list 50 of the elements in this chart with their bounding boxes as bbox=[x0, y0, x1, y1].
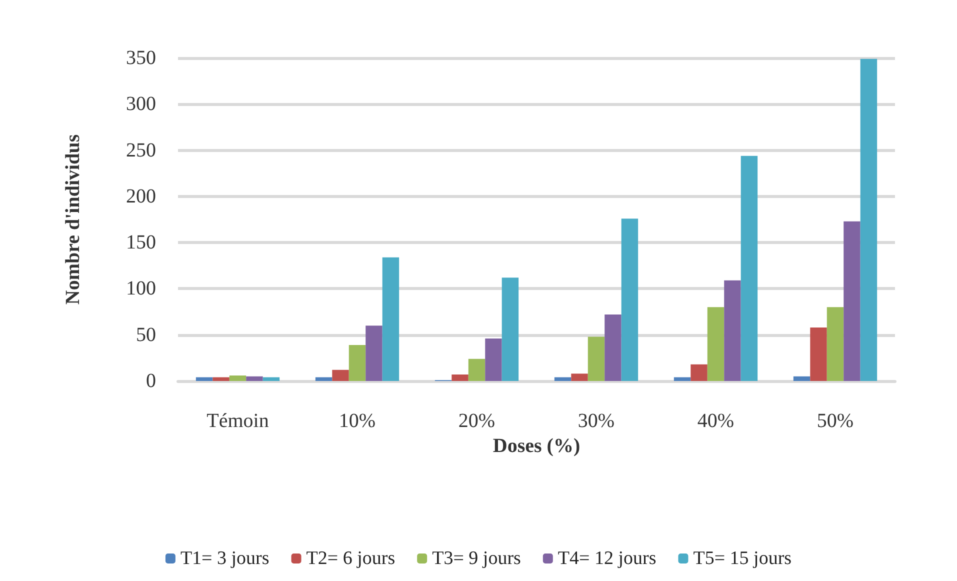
legend-label: T4= 12 jours bbox=[558, 548, 656, 569]
y-tick-label: 150 bbox=[126, 232, 156, 254]
bar bbox=[229, 375, 246, 381]
y-axis-title: Nombre d'individus bbox=[62, 134, 84, 305]
bar bbox=[332, 370, 349, 381]
x-tick-label: 20% bbox=[458, 410, 496, 432]
bar bbox=[674, 377, 691, 381]
bar bbox=[382, 257, 400, 381]
bar bbox=[621, 218, 638, 381]
bar bbox=[724, 280, 741, 381]
bar bbox=[810, 327, 827, 381]
bar bbox=[196, 377, 213, 381]
x-tick-label: 10% bbox=[338, 410, 376, 432]
y-tick-label: 50 bbox=[136, 324, 156, 346]
bar bbox=[554, 377, 572, 381]
bar bbox=[604, 314, 622, 381]
y-tick-label: 350 bbox=[126, 47, 156, 69]
bar bbox=[246, 376, 263, 381]
bar bbox=[315, 377, 332, 381]
legend-label: T2= 6 jours bbox=[306, 548, 396, 569]
bar bbox=[844, 221, 860, 381]
y-tick-label: 200 bbox=[126, 185, 156, 208]
bar bbox=[366, 326, 382, 381]
bar bbox=[485, 338, 502, 381]
y-tick-label: 100 bbox=[126, 278, 156, 300]
bar bbox=[690, 364, 708, 381]
y-tick-label: 0 bbox=[146, 370, 156, 392]
bar bbox=[468, 358, 486, 381]
bar bbox=[826, 307, 844, 381]
x-tick-label: 30% bbox=[578, 410, 615, 432]
legend-label: T5= 15 jours bbox=[693, 548, 792, 569]
y-tick-label: 250 bbox=[126, 139, 156, 162]
bar bbox=[571, 374, 588, 381]
legend-label: T1= 3 jours bbox=[180, 548, 270, 569]
x-tick-label: 50% bbox=[816, 410, 854, 432]
bar bbox=[452, 374, 468, 381]
bar bbox=[707, 307, 724, 381]
x-tick-label: Témoin bbox=[206, 410, 269, 432]
x-axis-title: Doses (%) bbox=[492, 434, 580, 457]
bar bbox=[348, 345, 366, 381]
bar bbox=[262, 377, 280, 381]
legend-label: T3= 9 jours bbox=[432, 548, 521, 569]
bar bbox=[860, 58, 878, 381]
bar bbox=[212, 377, 230, 381]
bar bbox=[740, 156, 758, 381]
bar bbox=[793, 376, 810, 381]
y-tick-label: 300 bbox=[126, 93, 156, 116]
bar bbox=[502, 278, 519, 381]
x-tick-label: 40% bbox=[697, 410, 734, 432]
bar bbox=[588, 336, 605, 381]
